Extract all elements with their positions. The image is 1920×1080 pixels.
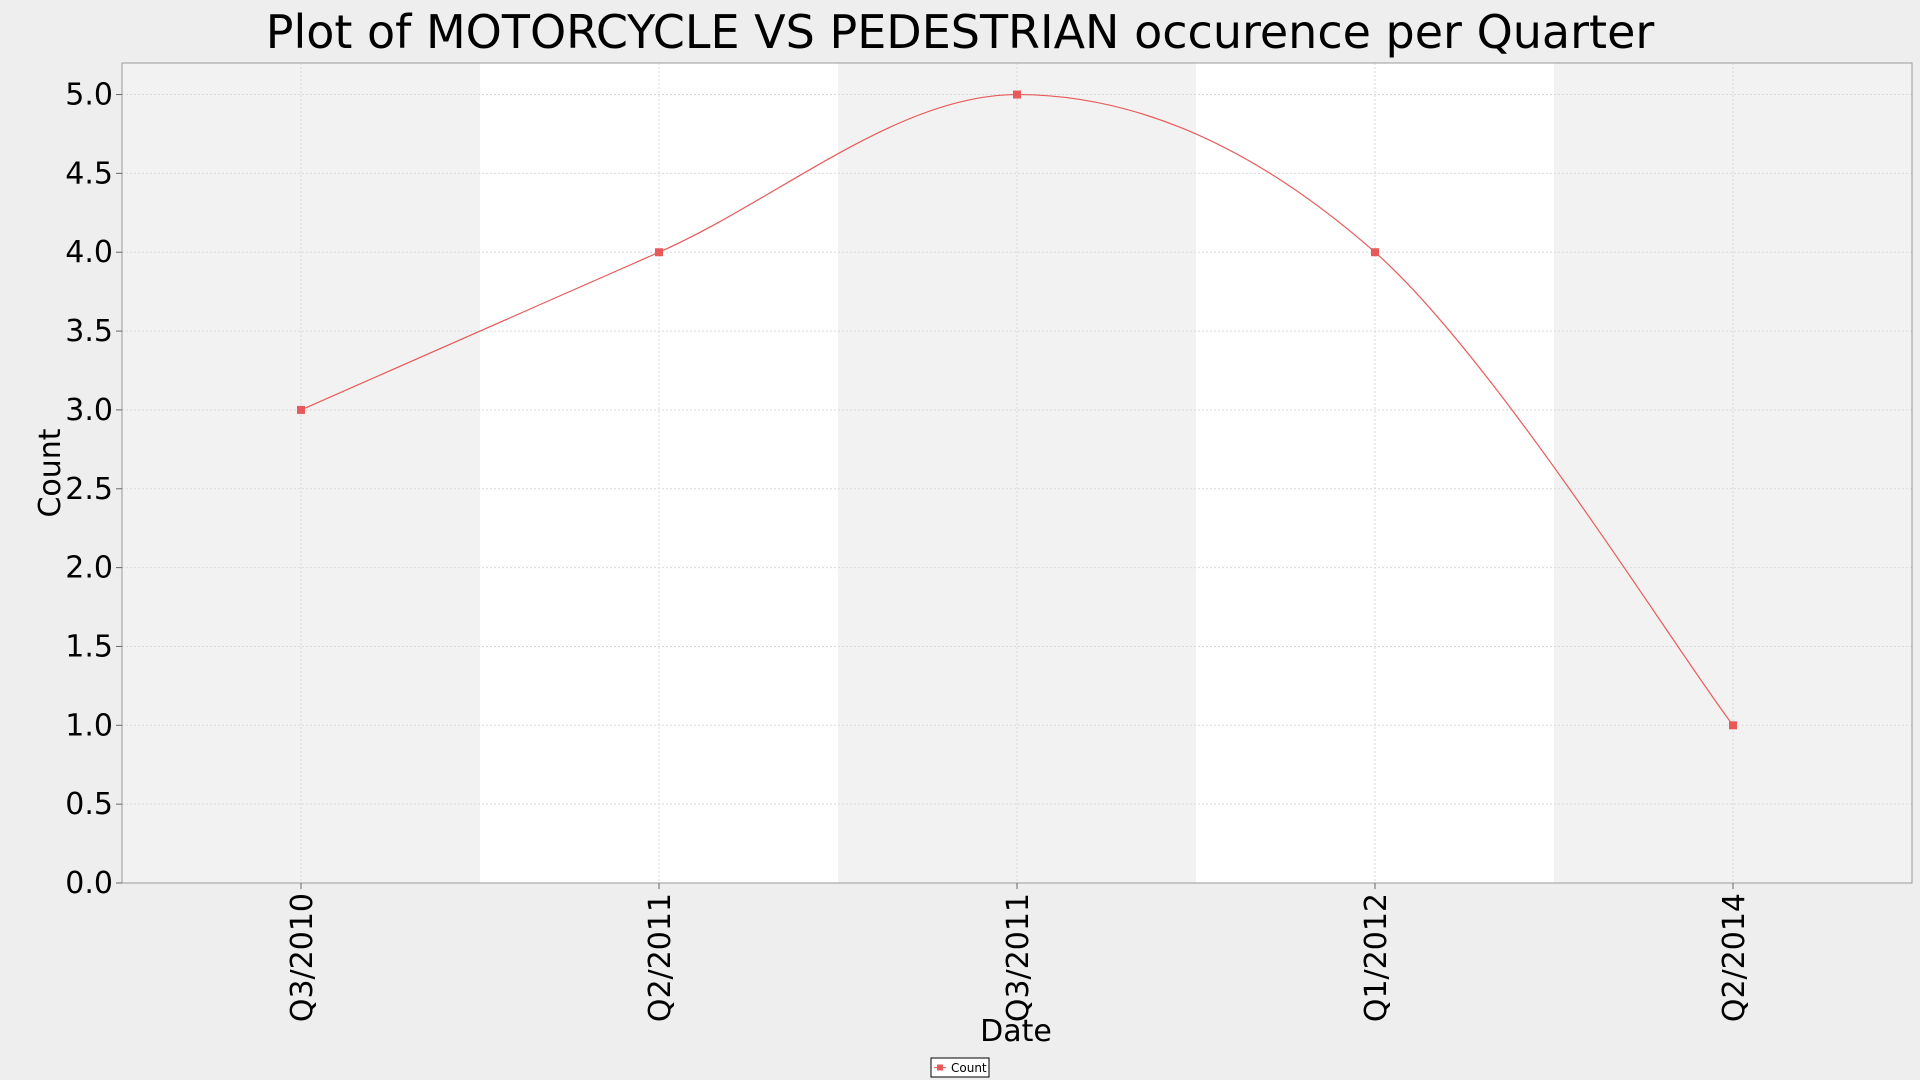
y-tick-label: 3.0 [65,393,113,428]
x-axis-ticks: Q3/2010 Q2/2011 Q3/2011 Q1/2012 Q2/2014 [285,883,1752,1022]
y-tick-label: 5.0 [65,78,113,113]
y-tick-label: 3.5 [65,314,113,349]
x-tick-label: Q2/2011 [643,893,678,1022]
y-tick-label: 0.0 [65,866,113,901]
x-tick-label: Q3/2010 [285,893,320,1022]
legend: Count [930,1057,990,1078]
data-point-marker [1013,90,1021,99]
y-axis-label: Count [33,428,68,517]
chart-title: Plot of MOTORCYCLE VS PEDESTRIAN occuren… [266,5,1655,59]
series-layer [297,90,1737,730]
legend-marker-swatch [937,1064,943,1071]
data-point-marker [655,248,663,257]
x-tick-label: Q3/2011 [1001,893,1036,1022]
data-point-marker [1729,721,1737,730]
legend-box [930,1057,990,1078]
grid-lines [122,63,1912,884]
y-tick-label: 2.5 [65,472,113,507]
y-tick-label: 4.0 [65,235,113,270]
x-axis-label: Date [980,1014,1052,1049]
series-line-count [300,93,1734,726]
y-tick-label: 1.5 [65,629,113,664]
y-tick-label: 2.0 [65,551,113,586]
legend-label-count: Count [951,1061,987,1075]
x-tick-label: Q1/2012 [1359,893,1394,1022]
x-tick-label: Q2/2014 [1717,893,1752,1022]
y-tick-label: 1.0 [65,708,113,743]
data-point-marker [1371,248,1379,257]
data-point-marker [297,405,305,414]
y-axis-ticks: 0.0 0.5 1.0 1.5 2.0 2.5 3.0 3.5 4.0 4.5 5.0 [65,78,122,901]
y-tick-label: 4.5 [65,156,113,191]
y-tick-label: 0.5 [65,787,113,822]
